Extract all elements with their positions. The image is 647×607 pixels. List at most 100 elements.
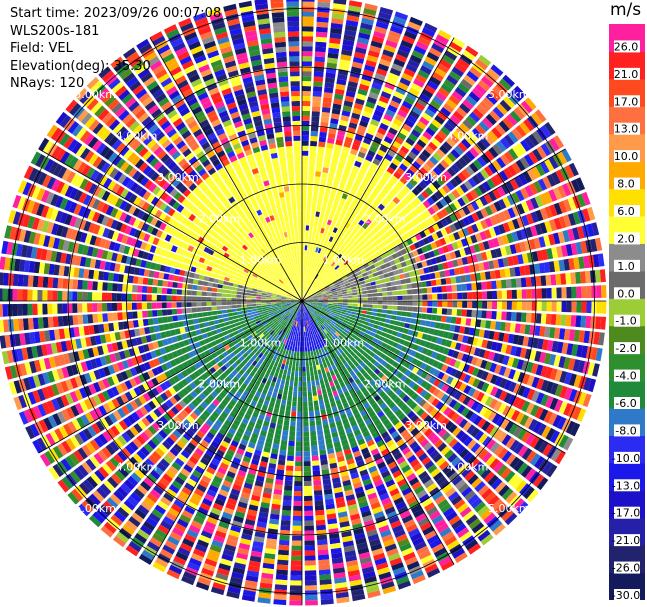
velocity-gate [516,312,522,322]
velocity-gate [280,404,286,411]
velocity-gate [338,360,344,367]
velocity-gate [359,330,366,336]
velocity-gate [318,332,323,338]
velocity-gate [581,286,587,299]
velocity-gate [279,539,290,546]
velocity-gate [480,508,493,521]
velocity-gate [289,360,293,366]
velocity-gate [446,118,458,129]
velocity-gate [306,293,311,298]
velocity-gate [459,382,467,392]
velocity-gate [237,426,245,434]
velocity-gate [381,375,388,382]
velocity-gate [306,311,309,316]
velocity-gate [372,304,378,309]
velocity-gate [476,156,487,167]
velocity-gate [380,54,393,63]
velocity-gate [335,587,349,594]
velocity-gate [461,256,469,265]
velocity-gate [319,126,328,133]
velocity-gate [387,483,398,492]
velocity-gate [336,596,350,604]
velocity-gate [273,594,287,601]
velocity-gate [394,421,403,430]
velocity-gate [216,449,225,458]
velocity-gate [327,523,338,530]
velocity-gate [367,492,378,500]
velocity-gate [395,316,402,321]
velocity-gate [488,227,497,238]
velocity-gate [307,315,311,321]
velocity-gate [317,222,323,228]
velocity-gate [451,548,466,559]
velocity-gate [117,435,128,446]
velocity-gate [180,468,191,478]
velocity-gate [311,380,316,387]
velocity-gate [416,282,422,288]
velocity-gate [335,313,341,318]
velocity-gate [351,220,358,228]
velocity-gate [341,530,352,538]
velocity-gate [189,412,199,421]
velocity-gate [256,521,267,529]
velocity-gate [260,577,273,584]
velocity-gate [302,105,311,111]
velocity-gate [467,387,476,397]
velocity-gate [216,432,225,440]
velocity-gate [280,331,284,337]
velocity-gate [420,362,428,370]
velocity-gate [478,120,490,132]
velocity-gate [598,332,605,346]
velocity-gate [558,259,565,272]
velocity-gate [545,313,552,325]
velocity-gate [235,391,242,398]
velocity-gate [343,167,351,175]
velocity-gate [424,187,434,196]
velocity-gate [457,141,468,153]
velocity-gate [315,359,319,366]
velocity-gate [230,440,239,448]
velocity-gate [436,63,450,74]
velocity-gate [251,494,261,502]
velocity-gate [347,353,353,360]
velocity-gate [379,58,391,67]
velocity-gate [496,301,503,310]
velocity-gate [570,315,577,327]
velocity-gate [294,305,298,310]
velocity-gate [395,213,403,221]
velocity-gate [309,308,314,313]
velocity-gate [224,544,237,552]
velocity-gate [314,405,320,411]
velocity-gate [284,344,288,350]
velocity-gate [313,76,324,82]
velocity-gate [265,317,271,322]
velocity-gate [303,270,305,276]
velocity-gate [81,500,94,513]
velocity-gate [500,467,512,480]
velocity-gate [334,284,341,288]
velocity-gate [393,396,402,405]
velocity-gate [214,498,225,507]
velocity-gate [225,432,234,440]
velocity-gate [506,290,512,299]
velocity-gate [313,286,318,291]
velocity-gate [441,285,448,293]
velocity-gate [434,133,445,144]
velocity-gate [471,87,484,99]
velocity-gate [524,324,531,335]
velocity-gate [351,143,360,151]
velocity-gate [312,460,320,466]
velocity-gate [376,237,383,244]
velocity-gate [519,265,526,276]
velocity-gate [333,179,340,186]
velocity-gate [259,587,272,594]
velocity-gate [420,411,429,421]
velocity-gate [157,524,170,535]
velocity-gate [482,117,494,129]
velocity-gate [293,495,302,502]
velocity-gate [414,395,423,404]
velocity-gate [431,43,445,54]
velocity-gate [566,301,572,313]
velocity-gate [311,261,315,267]
velocity-gate [345,427,353,435]
